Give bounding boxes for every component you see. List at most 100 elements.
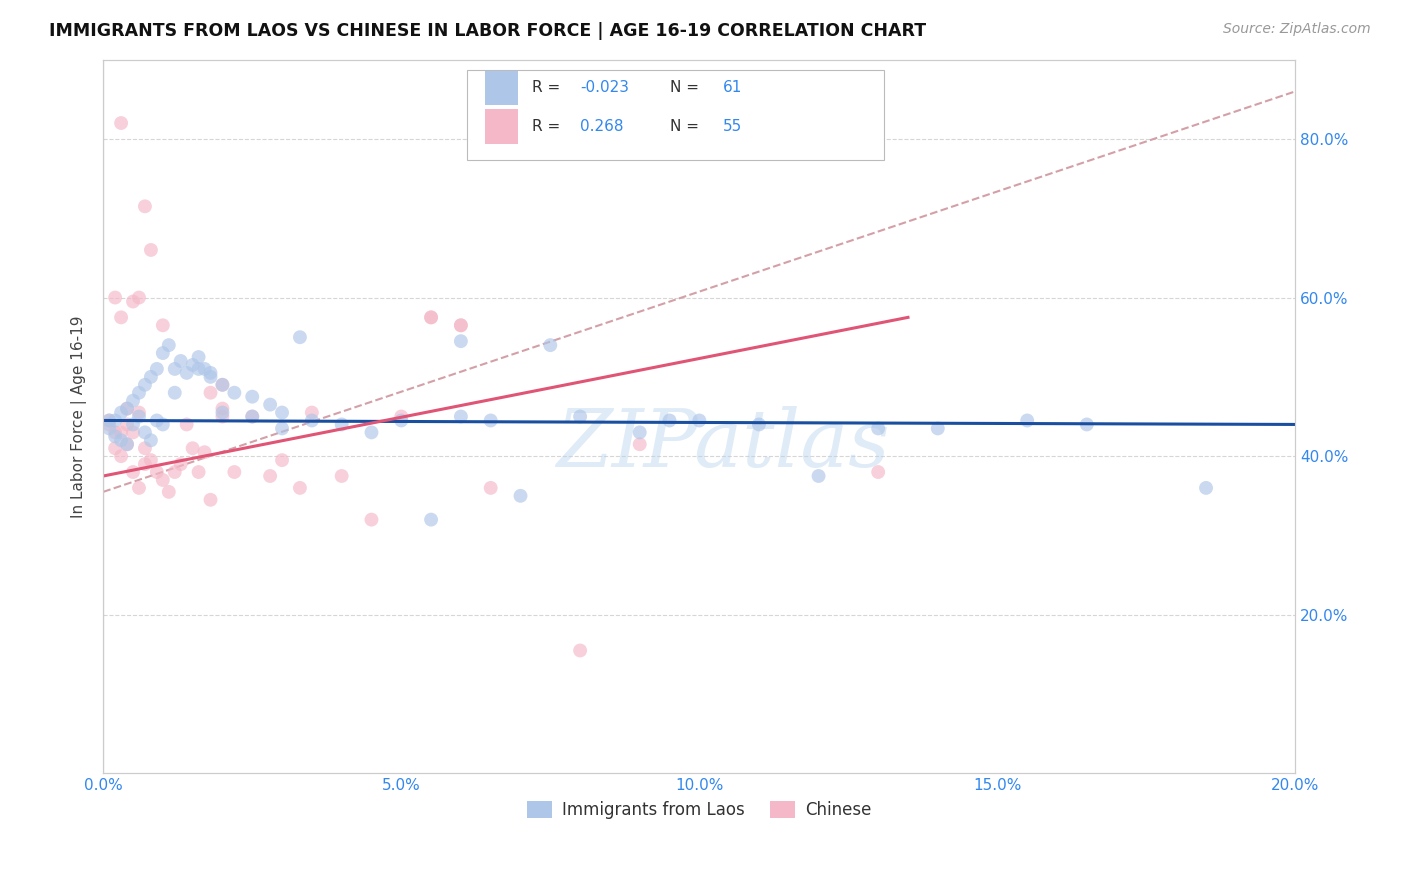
Point [200, 492, 222, 507]
Point [271, 421, 294, 435]
Point [104, 425, 127, 440]
Point [330, 469, 353, 483]
Point [360, 513, 382, 527]
Point [98, 413, 121, 427]
Point [110, 116, 132, 130]
Point [134, 377, 156, 392]
Point [224, 385, 246, 400]
Point [271, 406, 294, 420]
Point [146, 362, 169, 376]
Point [163, 385, 186, 400]
Point [163, 465, 186, 479]
Point [110, 434, 132, 448]
Text: Source: ZipAtlas.com: Source: ZipAtlas.com [1223, 22, 1371, 37]
Point [176, 417, 198, 432]
Point [110, 406, 132, 420]
Point [240, 390, 263, 404]
Point [139, 453, 162, 467]
Point [110, 449, 132, 463]
Point [211, 377, 233, 392]
Point [1017, 413, 1039, 427]
Point [748, 417, 770, 432]
Point [181, 358, 204, 372]
Point [152, 473, 174, 487]
Point [658, 413, 681, 427]
Point [420, 310, 443, 325]
Point [115, 401, 138, 416]
Point [240, 409, 263, 424]
Point [139, 243, 162, 257]
Point [187, 362, 209, 376]
Point [176, 366, 198, 380]
Point [98, 413, 121, 427]
Point [193, 362, 215, 376]
Point [868, 465, 890, 479]
Point [360, 425, 382, 440]
FancyBboxPatch shape [485, 110, 519, 144]
Text: N =: N = [669, 119, 703, 134]
FancyBboxPatch shape [467, 70, 884, 160]
Point [1195, 481, 1218, 495]
Point [128, 409, 150, 424]
Point [110, 425, 132, 440]
Text: 0.268: 0.268 [581, 119, 624, 134]
Point [288, 481, 311, 495]
Point [128, 481, 150, 495]
Point [259, 398, 281, 412]
Point [163, 362, 186, 376]
Point [157, 484, 180, 499]
Point [152, 417, 174, 432]
Point [240, 409, 263, 424]
Text: -0.023: -0.023 [581, 80, 628, 95]
Point [152, 318, 174, 333]
Point [259, 469, 281, 483]
Point [450, 318, 472, 333]
Point [200, 385, 222, 400]
Point [134, 425, 156, 440]
Point [146, 413, 169, 427]
Point [688, 413, 710, 427]
Point [128, 385, 150, 400]
Point [301, 406, 323, 420]
Point [628, 437, 651, 451]
Point [187, 465, 209, 479]
Point [98, 417, 121, 432]
Point [479, 481, 502, 495]
Point [115, 437, 138, 451]
Point [509, 489, 531, 503]
Point [211, 377, 233, 392]
Point [927, 421, 949, 435]
Point [628, 425, 651, 440]
Point [288, 330, 311, 344]
Point [115, 417, 138, 432]
Point [146, 465, 169, 479]
Point [224, 465, 246, 479]
Point [211, 406, 233, 420]
Point [450, 409, 472, 424]
Point [122, 393, 145, 408]
Point [128, 406, 150, 420]
Point [134, 199, 156, 213]
Point [211, 409, 233, 424]
Text: R =: R = [533, 119, 571, 134]
Point [134, 442, 156, 456]
Point [110, 310, 132, 325]
Point [479, 413, 502, 427]
Text: IMMIGRANTS FROM LAOS VS CHINESE IN LABOR FORCE | AGE 16-19 CORRELATION CHART: IMMIGRANTS FROM LAOS VS CHINESE IN LABOR… [49, 22, 927, 40]
Point [170, 457, 193, 471]
Point [122, 425, 145, 440]
Point [170, 354, 193, 368]
Point [271, 453, 294, 467]
Point [569, 643, 592, 657]
Y-axis label: In Labor Force | Age 16-19: In Labor Force | Age 16-19 [72, 315, 87, 517]
Point [128, 291, 150, 305]
Point [187, 350, 209, 364]
Point [104, 442, 127, 456]
Point [98, 421, 121, 435]
Legend: Immigrants from Laos, Chinese: Immigrants from Laos, Chinese [520, 794, 879, 826]
Point [538, 338, 561, 352]
Point [115, 401, 138, 416]
Text: R =: R = [533, 80, 565, 95]
Point [1076, 417, 1098, 432]
Point [330, 417, 353, 432]
